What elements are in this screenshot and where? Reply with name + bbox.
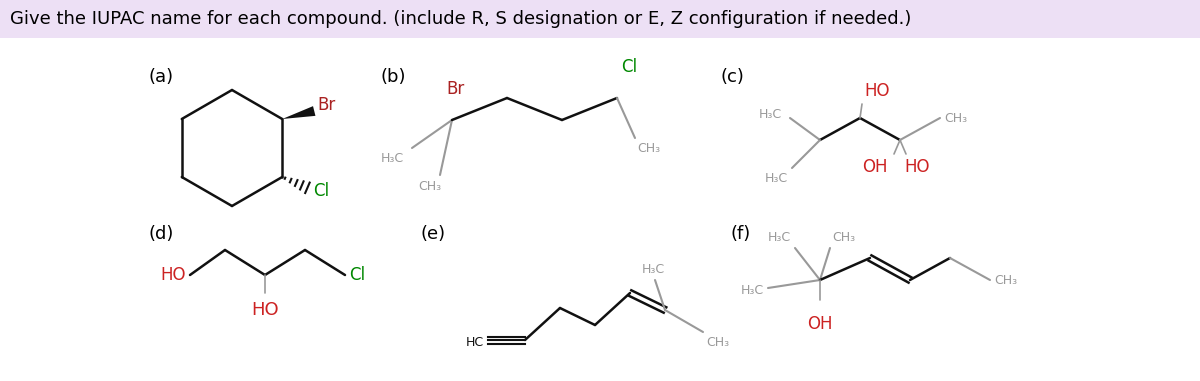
FancyBboxPatch shape xyxy=(0,0,1200,38)
Text: CH₃: CH₃ xyxy=(994,274,1018,287)
Text: H₃C: H₃C xyxy=(642,263,665,276)
Text: (c): (c) xyxy=(720,68,744,86)
Text: HC: HC xyxy=(466,336,484,349)
Text: OH: OH xyxy=(808,315,833,333)
Text: HO: HO xyxy=(251,301,278,319)
Text: Cl: Cl xyxy=(622,58,637,76)
Text: Cl: Cl xyxy=(313,182,329,200)
Text: (d): (d) xyxy=(148,225,173,243)
Text: HO: HO xyxy=(161,266,186,284)
Text: H₃C: H₃C xyxy=(764,172,788,185)
Text: H₃C: H₃C xyxy=(758,107,782,120)
Text: OH: OH xyxy=(863,158,888,176)
Text: (a): (a) xyxy=(148,68,173,86)
Text: CH₃: CH₃ xyxy=(419,180,442,193)
Text: Cl: Cl xyxy=(349,266,365,284)
Text: H₃C: H₃C xyxy=(740,283,764,296)
Text: HO: HO xyxy=(904,158,930,176)
Text: (e): (e) xyxy=(420,225,445,243)
Text: (f): (f) xyxy=(730,225,750,243)
Text: Br: Br xyxy=(317,96,336,114)
Text: HO: HO xyxy=(864,82,889,100)
Text: Br: Br xyxy=(446,80,464,98)
Text: CH₃: CH₃ xyxy=(706,336,730,349)
Text: Give the IUPAC name for each compound. (include R, S designation or E, Z configu: Give the IUPAC name for each compound. (… xyxy=(10,10,911,28)
Text: H₃C: H₃C xyxy=(768,231,791,244)
Text: H₃C: H₃C xyxy=(380,152,404,165)
Text: CH₃: CH₃ xyxy=(832,231,856,244)
Polygon shape xyxy=(282,106,316,119)
Text: (b): (b) xyxy=(380,68,406,86)
Text: CH₃: CH₃ xyxy=(944,112,967,125)
Text: CH₃: CH₃ xyxy=(637,142,660,155)
